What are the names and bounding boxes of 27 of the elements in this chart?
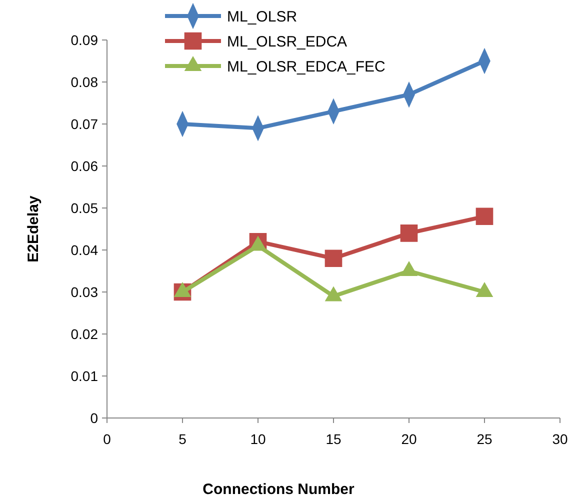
x-tick-label: 0 — [103, 431, 112, 447]
x-axis-title: Connections Number — [202, 481, 354, 498]
y-tick-label: 0.06 — [70, 158, 98, 174]
y-tick-label: 0.05 — [70, 200, 98, 216]
y-tick-label: 0.09 — [70, 32, 98, 48]
point — [249, 236, 267, 251]
y-axis-title: E2Edelay — [25, 194, 42, 262]
point — [174, 282, 192, 297]
y-tick-label: 0.04 — [70, 242, 98, 258]
x-tick-label: 30 — [552, 431, 568, 447]
y-tick-label: 0 — [90, 410, 98, 426]
legend-label: ML_OLSR_EDCA — [227, 33, 348, 50]
y-tick-label: 0.08 — [70, 74, 98, 90]
point — [476, 282, 494, 297]
x-tick-label: 20 — [401, 431, 417, 447]
point — [400, 260, 418, 276]
point — [324, 286, 342, 302]
legend-label: ML_OLSR — [227, 8, 298, 26]
legend-label: ML_OLSR_EDCA_FEC — [227, 58, 386, 76]
x-tick-label: 5 — [178, 431, 187, 447]
x-tick-label: 10 — [250, 431, 266, 447]
y-tick-label: 0.07 — [70, 116, 98, 132]
x-tick-label: 25 — [476, 431, 492, 447]
y-tick-label: 0.01 — [70, 368, 98, 384]
y-tick-label: 0.02 — [70, 326, 98, 342]
x-tick-label: 15 — [326, 431, 342, 447]
y-tick-label: 0.03 — [70, 284, 98, 300]
